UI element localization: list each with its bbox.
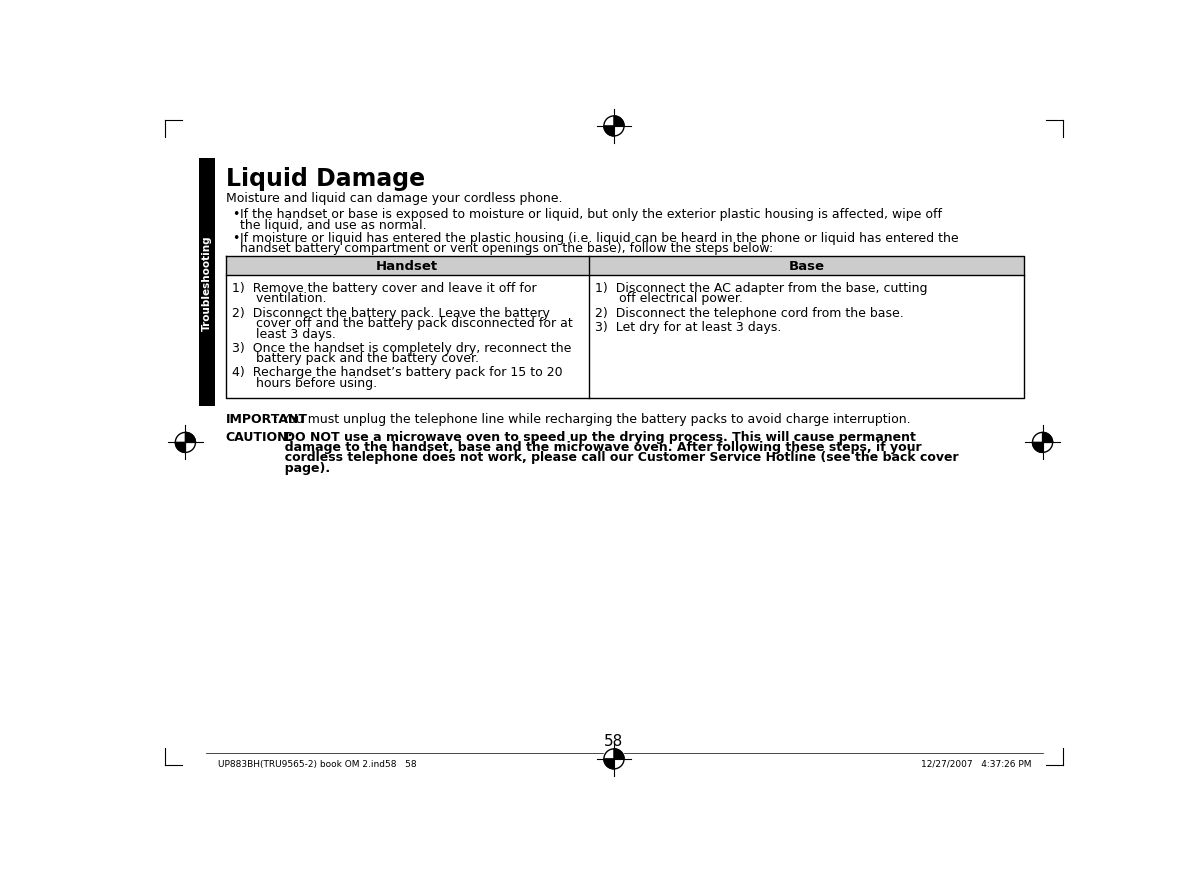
Text: cover off and the battery pack disconnected for at: cover off and the battery pack disconnec… bbox=[232, 317, 573, 330]
Circle shape bbox=[603, 116, 625, 138]
Wedge shape bbox=[615, 117, 624, 127]
Wedge shape bbox=[1042, 433, 1053, 443]
Text: hours before using.: hours before using. bbox=[232, 376, 377, 389]
Bar bbox=[199, 159, 214, 407]
Text: 2)  Disconnect the telephone cord from the base.: 2) Disconnect the telephone cord from th… bbox=[595, 306, 903, 319]
Text: If the handset or base is exposed to moisture or liquid, but only the exterior p: If the handset or base is exposed to moi… bbox=[240, 208, 942, 221]
Text: Base: Base bbox=[788, 260, 824, 273]
Text: 3)  Let dry for at least 3 days.: 3) Let dry for at least 3 days. bbox=[595, 321, 781, 333]
Text: 58: 58 bbox=[604, 733, 624, 748]
Text: 3)  Once the handset is completely dry, reconnect the: 3) Once the handset is completely dry, r… bbox=[232, 341, 571, 354]
Text: 2)  Disconnect the battery pack. Leave the battery: 2) Disconnect the battery pack. Leave th… bbox=[232, 306, 550, 319]
Text: •: • bbox=[232, 232, 240, 245]
Text: If moisture or liquid has entered the plastic housing (i.e. liquid can be heard : If moisture or liquid has entered the pl… bbox=[240, 232, 958, 245]
Text: DO NOT use a microwave oven to speed up the drying process. This will cause perm: DO NOT use a microwave oven to speed up … bbox=[276, 431, 916, 443]
Text: Troubleshooting: Troubleshooting bbox=[201, 235, 212, 331]
Text: IMPORTANT: IMPORTANT bbox=[225, 412, 308, 425]
Text: cordless telephone does not work, please call our Customer Service Hotline (see : cordless telephone does not work, please… bbox=[276, 451, 958, 464]
Wedge shape bbox=[175, 443, 186, 453]
Text: Liquid Damage: Liquid Damage bbox=[225, 167, 425, 190]
Text: UP883BH(TRU9565-2) book OM 2.ind58   58: UP883BH(TRU9565-2) book OM 2.ind58 58 bbox=[218, 759, 417, 768]
Wedge shape bbox=[186, 433, 195, 443]
Text: 4)  Recharge the handset’s battery pack for 15 to 20: 4) Recharge the handset’s battery pack f… bbox=[232, 366, 563, 379]
Wedge shape bbox=[1033, 443, 1042, 453]
Text: handset battery compartment or vent openings on the base), follow the steps belo: handset battery compartment or vent open… bbox=[240, 242, 773, 255]
Wedge shape bbox=[615, 749, 624, 759]
Circle shape bbox=[603, 748, 625, 770]
Text: 12/27/2007   4:37:26 PM: 12/27/2007 4:37:26 PM bbox=[921, 759, 1031, 768]
Bar bbox=[225, 257, 1024, 275]
Text: ventilation.: ventilation. bbox=[232, 292, 326, 305]
Wedge shape bbox=[604, 127, 615, 137]
Text: off electrical power.: off electrical power. bbox=[595, 292, 743, 305]
Circle shape bbox=[1031, 432, 1053, 453]
Text: the liquid, and use as normal.: the liquid, and use as normal. bbox=[240, 218, 426, 232]
Wedge shape bbox=[604, 759, 615, 769]
Text: battery pack and the battery cover.: battery pack and the battery cover. bbox=[232, 352, 479, 365]
Text: least 3 days.: least 3 days. bbox=[232, 327, 335, 340]
Text: Handset: Handset bbox=[376, 260, 438, 273]
Text: : You must unplug the telephone line while recharging the battery packs to avoid: : You must unplug the telephone line whi… bbox=[274, 412, 910, 425]
Circle shape bbox=[175, 432, 196, 453]
Text: page).: page). bbox=[276, 461, 331, 474]
Text: 1)  Disconnect the AC adapter from the base, cutting: 1) Disconnect the AC adapter from the ba… bbox=[595, 282, 927, 295]
Text: Moisture and liquid can damage your cordless phone.: Moisture and liquid can damage your cord… bbox=[225, 191, 562, 204]
Text: 1)  Remove the battery cover and leave it off for: 1) Remove the battery cover and leave it… bbox=[232, 282, 537, 295]
Text: •: • bbox=[232, 208, 240, 221]
Text: damage to the handset, base and the microwave oven. After following these steps,: damage to the handset, base and the micr… bbox=[276, 440, 921, 453]
Text: CAUTION:: CAUTION: bbox=[225, 431, 294, 443]
